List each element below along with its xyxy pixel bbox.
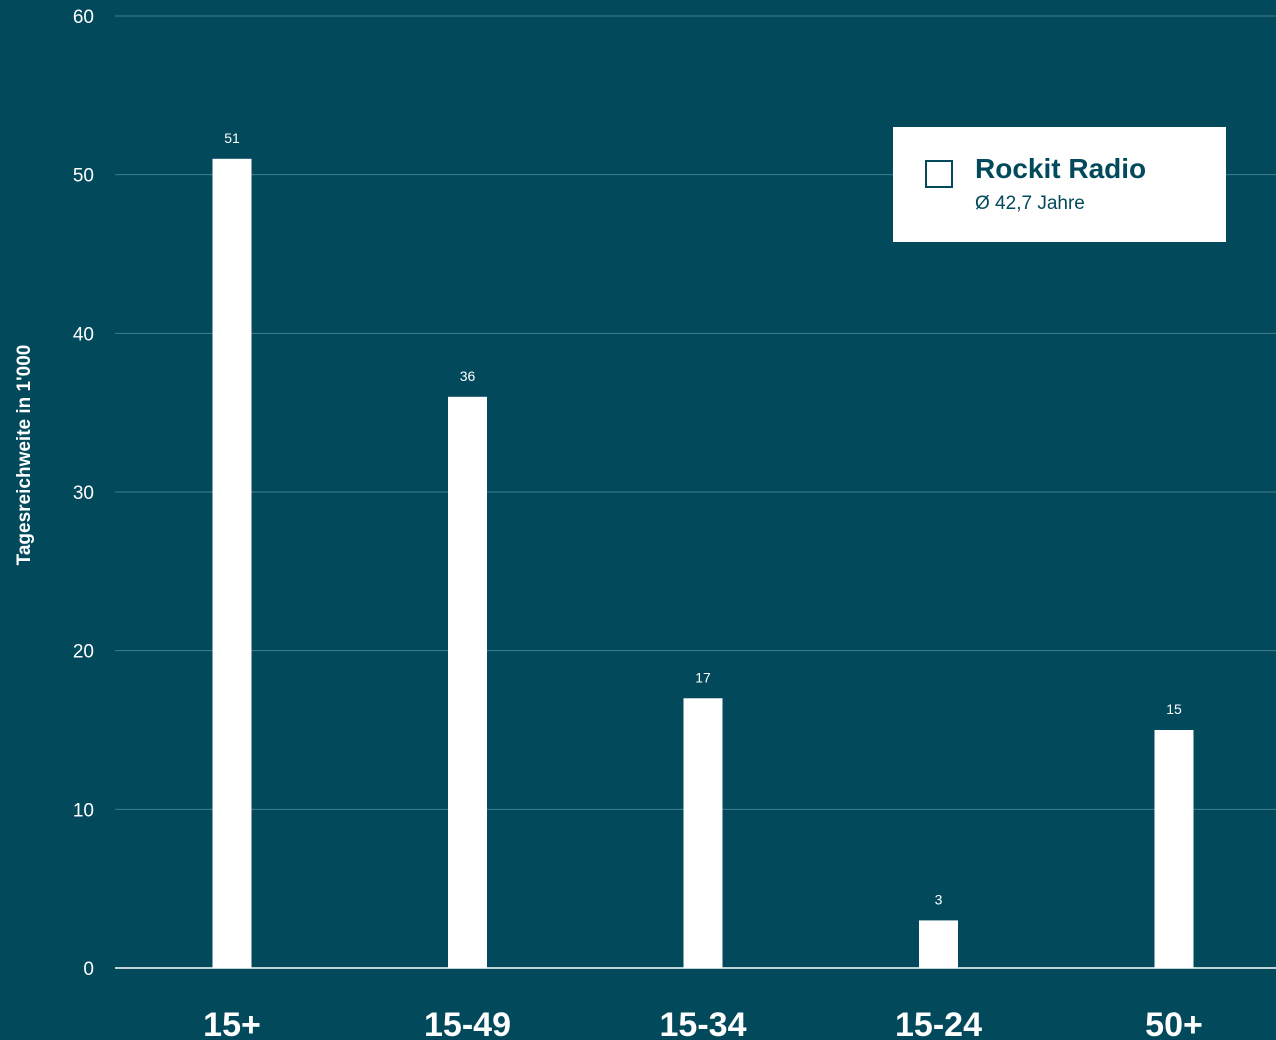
- y-tick-label: 10: [73, 800, 94, 821]
- legend-series-name: Rockit Radio: [975, 153, 1147, 184]
- bar: [919, 920, 958, 968]
- x-tick-label: 15-34: [660, 1006, 747, 1040]
- x-tick-label: 15+: [203, 1006, 261, 1040]
- bar: [448, 396, 487, 968]
- y-tick-label: 60: [73, 7, 94, 28]
- y-tick-label: 50: [73, 166, 94, 187]
- y-tick-label: 40: [73, 324, 94, 345]
- bar: [1154, 730, 1194, 968]
- legend-swatch: [925, 160, 953, 188]
- data-label: 51: [224, 130, 240, 146]
- data-label: 17: [695, 669, 711, 685]
- y-tick-label: 0: [83, 959, 94, 980]
- legend: Rockit Radio Ø 42,7 Jahre: [893, 127, 1226, 242]
- x-tick-label: 50+: [1145, 1006, 1203, 1040]
- y-axis-label: Tagesreichweite in 1'000: [14, 344, 35, 566]
- data-label: 36: [460, 368, 476, 384]
- bar: [212, 158, 252, 969]
- data-label: 3: [935, 891, 943, 907]
- y-tick-label: 30: [73, 483, 94, 504]
- x-tick-label: 15-24: [895, 1006, 982, 1040]
- legend-average-age: Ø 42,7 Jahre: [975, 193, 1085, 214]
- y-tick-label: 20: [73, 642, 94, 663]
- x-tick-label: 15-49: [424, 1006, 511, 1040]
- data-label: 15: [1166, 701, 1182, 717]
- bar: [683, 698, 723, 968]
